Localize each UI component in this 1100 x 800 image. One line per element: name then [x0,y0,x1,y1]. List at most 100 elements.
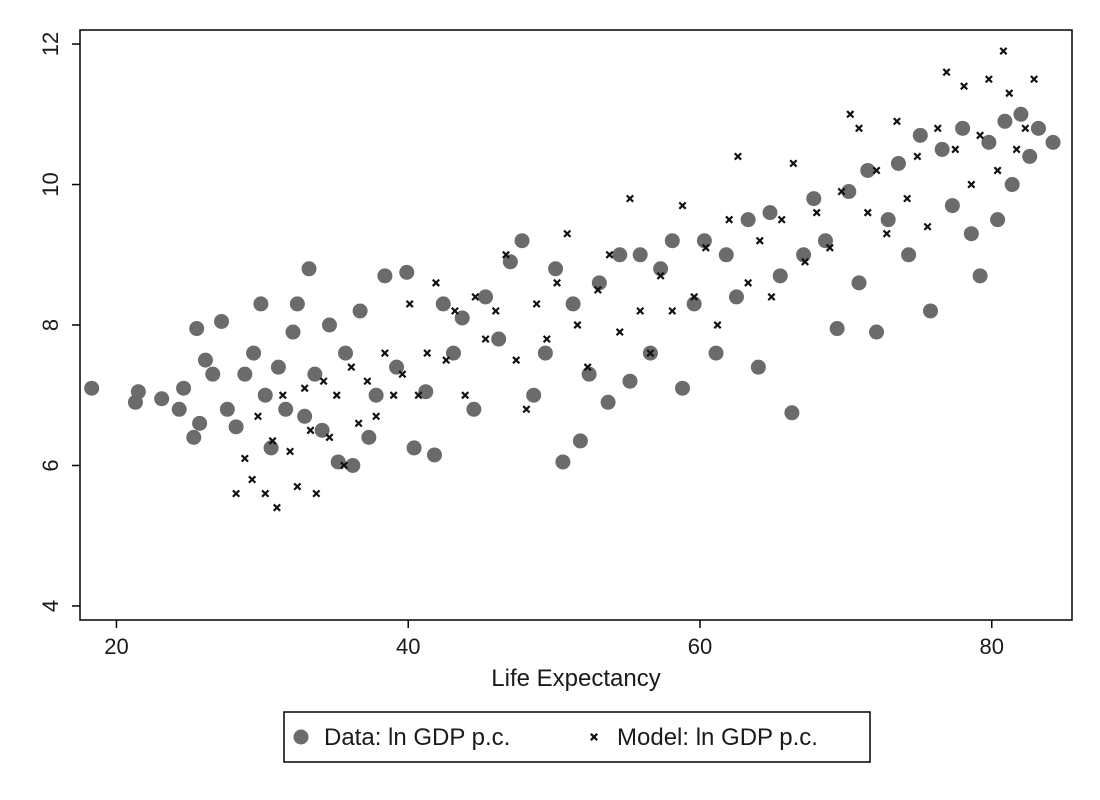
data-point [890,155,906,171]
data-point [632,247,648,263]
model-point [1005,89,1014,98]
model-point [354,419,363,428]
data-point [253,296,269,312]
model-point [923,222,932,231]
data-point [1022,148,1038,164]
data-point [289,296,305,312]
model-point [553,278,562,287]
model-point [984,75,993,84]
model-point [801,257,810,266]
model-point [892,117,901,126]
model-point [389,391,398,400]
data-point [851,275,867,291]
model-point [398,370,407,379]
data-point [228,419,244,435]
model-point [380,349,389,358]
model-point [481,335,490,344]
data-point [171,401,187,417]
model-point [967,180,976,189]
model-point [855,124,863,133]
data-point [572,433,588,449]
model-point [951,145,960,154]
data-point [612,247,628,263]
data-point [990,212,1006,228]
legend-label-data: Data: ln GDP p.c. [324,724,510,751]
model-point [423,349,432,358]
model-point [846,110,855,119]
data-point [361,429,377,445]
model-point [789,159,798,168]
data-point [750,359,766,375]
model-point [431,278,440,287]
model-point [532,299,541,308]
data-point [257,387,273,403]
model-point [755,236,764,245]
data-point [186,429,202,445]
model-point [414,391,423,400]
data-point [708,345,724,361]
data-point [806,191,822,207]
model-point [933,124,942,133]
model-point [825,243,834,252]
model-point [903,194,912,203]
model-point [471,292,480,301]
data-point [1013,106,1029,122]
data-point [406,440,422,456]
model-point [268,436,277,445]
data-point [426,447,442,463]
model-point [272,503,281,512]
model-point [232,489,241,498]
data-point [445,345,461,361]
model-point [347,363,356,372]
data-point [784,405,800,421]
data-point [880,212,896,228]
data-point [435,296,451,312]
data-point [418,384,434,400]
data-point [955,120,971,136]
data-point [478,289,494,305]
model-point [999,47,1008,56]
model-point [605,250,614,259]
model-point [872,166,881,175]
model-point [668,306,677,315]
data-point [555,454,571,470]
y-tick-label: 4 [38,600,63,612]
model-point [363,377,372,386]
model-point [491,306,500,315]
model-point [960,82,969,91]
data-point [491,331,507,347]
x-tick-label: 40 [396,634,420,659]
data-point [548,261,564,277]
data-point [901,247,917,263]
model-point [882,229,891,238]
axes-layer: 20 40 60 80 4 6 8 10 12 [38,32,1004,659]
data-point [338,345,354,361]
model-point [312,489,321,498]
data-point [130,384,146,400]
legend-box [283,711,871,763]
data-point [189,321,205,337]
data-point [270,359,286,375]
data-point [321,317,337,333]
legend-marker-model [590,733,598,741]
model-point [286,447,295,456]
data-point [330,454,346,470]
model-point [278,391,287,400]
model-point [678,201,687,210]
legend-label-model: Model: ln GDP p.c. [617,724,818,751]
y-tick-label: 8 [38,319,63,331]
model-point [522,405,531,414]
model-point [690,292,699,301]
model-point [1012,145,1021,154]
model-point [372,412,381,421]
model-point [837,187,846,196]
data-point [368,387,384,403]
model-point [461,391,470,400]
model-point [744,278,753,287]
data-point [345,457,361,473]
model-point [261,489,270,498]
model-point [593,285,602,294]
model-point [542,335,551,344]
data-point [399,264,415,280]
data-point [1030,120,1046,136]
